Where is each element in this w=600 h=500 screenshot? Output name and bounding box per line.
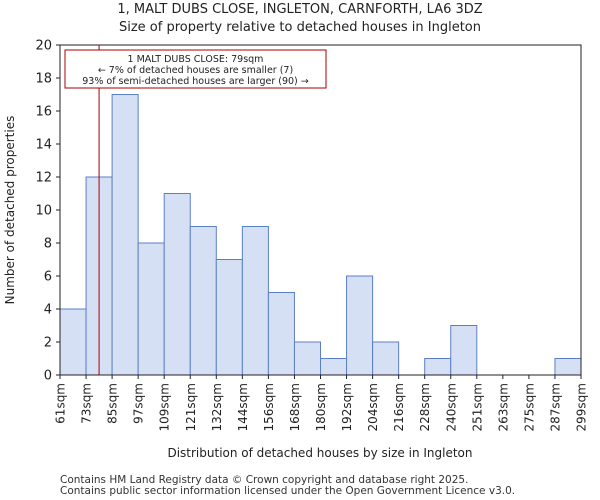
plot-frame <box>59 44 582 376</box>
annotation-line-1: 1 MALT DUBS CLOSE: 79sqm <box>128 54 264 65</box>
x-tick-label: 97sqm <box>132 383 146 424</box>
chart-subtitle: Size of property relative to detached ho… <box>118 20 481 35</box>
bar-180sqm <box>320 358 348 376</box>
y-tick-label: 16 <box>35 105 52 120</box>
footer-line-1: Contains HM Land Registry data © Crown c… <box>60 474 469 486</box>
x-tick-label: 73sqm <box>80 383 94 424</box>
bar-144sqm <box>241 226 269 376</box>
x-tick-label: 240sqm <box>444 383 458 431</box>
annotation-line-3: 93% of semi-detached houses are larger (… <box>82 76 309 87</box>
x-tick-label: 144sqm <box>236 383 250 431</box>
property-marker-group: 1 MALT DUBS CLOSE: 79sqm← 7% of detached… <box>64 45 327 375</box>
y-tick-label: 20 <box>35 39 52 54</box>
x-tick-label: 192sqm <box>340 383 354 431</box>
y-axis-ticks: 0 2 4 6 8 10 12 14 16 18 20 <box>35 39 60 384</box>
y-axis-label: Number of detached properties <box>3 116 17 305</box>
bar-109sqm <box>163 193 191 376</box>
bar-97sqm <box>137 242 165 376</box>
y-tick-label: 4 <box>44 303 52 318</box>
x-tick-label: 61sqm <box>54 383 68 424</box>
y-tick-label: 12 <box>35 171 52 186</box>
chart-title: 1, MALT DUBS CLOSE, INGLETON, CARNFORTH,… <box>117 2 483 17</box>
x-tick-label: 121sqm <box>184 383 198 431</box>
bar-156sqm <box>267 292 295 376</box>
y-tick-label: 2 <box>44 336 52 351</box>
bar-192sqm <box>346 275 374 376</box>
y-tick-label: 10 <box>35 204 52 219</box>
x-tick-label: 228sqm <box>418 383 432 431</box>
bar-287sqm <box>554 358 582 376</box>
x-tick-label: 216sqm <box>392 383 406 431</box>
x-tick-label: 263sqm <box>496 383 510 431</box>
x-tick-label: 156sqm <box>262 383 276 431</box>
axes-frame <box>59 44 582 376</box>
y-tick-label: 8 <box>44 237 52 252</box>
x-axis-ticks: 61sqm 73sqm 85sqm 97sqm 109sqm 121sqm 132sqm 14… <box>54 375 589 431</box>
bar-204sqm <box>372 341 400 376</box>
x-tick-label: 85sqm <box>106 383 120 424</box>
bar-61sqm <box>59 308 87 376</box>
annotation-line-2: ← 7% of detached houses are smaller (7) <box>98 65 293 76</box>
x-tick-label: 287sqm <box>548 383 562 431</box>
x-tick-label: 132sqm <box>210 383 224 431</box>
bars-group <box>59 94 582 376</box>
footer-line-2: Contains public sector information licen… <box>60 485 516 497</box>
bar-121sqm <box>189 226 217 376</box>
x-tick-label: 180sqm <box>314 383 328 431</box>
bar-228sqm <box>424 358 452 376</box>
x-axis-label: Distribution of detached houses by size … <box>167 446 472 460</box>
bar-132sqm <box>215 259 243 376</box>
x-tick-label: 275sqm <box>522 383 536 431</box>
bar-168sqm <box>293 341 322 376</box>
y-tick-label: 18 <box>35 72 52 87</box>
annotation-box <box>64 49 327 89</box>
x-tick-label: 109sqm <box>158 383 172 431</box>
x-tick-label: 168sqm <box>288 383 302 431</box>
x-tick-label: 251sqm <box>470 383 484 431</box>
y-tick-label: 0 <box>44 369 52 384</box>
bar-85sqm <box>111 94 139 376</box>
y-tick-label: 6 <box>44 270 52 285</box>
y-tick-label: 14 <box>35 138 52 153</box>
x-tick-label: 299sqm <box>575 383 589 431</box>
bar-240sqm <box>450 325 478 376</box>
x-tick-label: 204sqm <box>366 383 380 431</box>
